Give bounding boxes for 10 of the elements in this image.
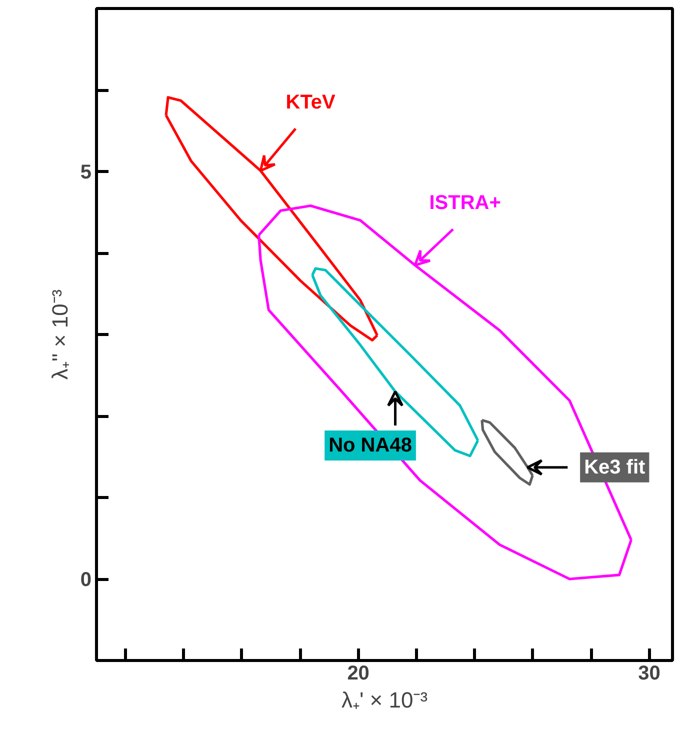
x-tick-label: 20 <box>347 662 370 684</box>
x-tick-label: 30 <box>638 662 660 684</box>
annotation: ISTRA+ <box>429 192 501 214</box>
y-axis-title: λ₊'' × 10⁻³ <box>47 289 72 380</box>
y-tick-label: 0 <box>80 569 92 591</box>
annotation: No NA48 <box>328 434 412 457</box>
x-axis-title: λ₊' × 10⁻³ <box>341 688 428 712</box>
annotation: Ke3 fit <box>584 456 646 478</box>
y-tick-label: 5 <box>80 162 92 184</box>
annotation: KTeV <box>286 92 336 114</box>
